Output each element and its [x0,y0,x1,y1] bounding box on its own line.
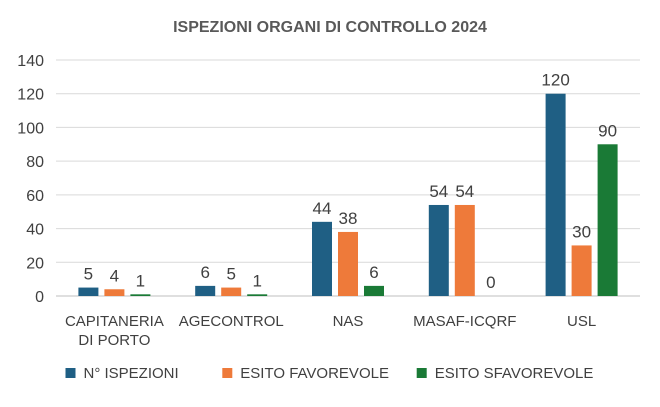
data-label: 1 [252,271,261,290]
data-label: 6 [200,263,209,282]
bar [78,287,99,296]
legend: N° ISPEZIONI ESITO FAVOREVOLE ESITO SFAVOR… [65,365,594,382]
data-label: 4 [110,266,119,285]
legend-swatch [222,368,233,378]
bar [545,93,566,296]
y-axis: 0 20 40 60 80 100 120 140 [17,53,44,306]
legend-item: ESITO FAVOREVOLE [222,365,389,382]
bar [364,285,384,296]
y-tick-label: 140 [17,53,44,70]
y-tick-label: 60 [26,188,44,205]
bar [221,287,242,296]
y-tick-label: 0 [35,289,44,306]
legend-label: ESITO SFAVOREVOLE [435,365,594,382]
data-label: 44 [313,199,332,218]
x-tick-label: CAPITANERIA DI PORTO [65,313,164,349]
data-label: 54 [455,182,474,201]
bar [247,294,268,296]
y-tick-label: 120 [17,87,44,104]
legend-label: ESITO FAVOREVOLE [240,365,389,382]
data-label: 38 [339,209,358,228]
legend-item: ESITO SFAVOREVOLE [416,365,594,382]
x-tick-label: NAS [333,313,364,330]
bar [195,285,216,296]
bar [571,245,592,296]
data-label: 1 [136,271,145,290]
y-tick-label: 100 [17,120,44,137]
bar [130,294,151,296]
data-label: 54 [429,182,448,201]
bar [312,221,332,296]
gridlines [56,59,640,297]
x-tick-label: AGECONTROL [179,313,284,330]
data-label: 30 [572,222,591,241]
bar [454,204,475,296]
x-tick-label: MASAF-ICQRF [413,313,516,330]
bar [104,289,125,296]
legend-label: N° ISPEZIONI [84,365,179,382]
data-label: 90 [598,121,617,140]
y-tick-label: 20 [26,255,44,272]
y-tick-label: 80 [26,154,44,171]
data-label: 0 [486,273,495,292]
legend-item: N° ISPEZIONI [65,365,179,382]
chart-title: ISPEZIONI ORGANI DI CONTROLLO 2024 [173,19,487,36]
x-tick-label: USL [567,313,596,330]
y-tick-label: 40 [26,222,44,239]
data-label: 120 [541,71,569,90]
bar [428,204,449,296]
data-label: 6 [369,263,378,282]
data-label: 5 [84,265,93,284]
bar [597,144,618,296]
data-label: 5 [226,265,235,284]
x-axis: CAPITANERIA DI PORTO AGECONTROL NAS MASAF-IC… [65,313,596,349]
legend-swatch [416,368,427,378]
bar [338,231,358,296]
legend-swatch [65,368,76,378]
